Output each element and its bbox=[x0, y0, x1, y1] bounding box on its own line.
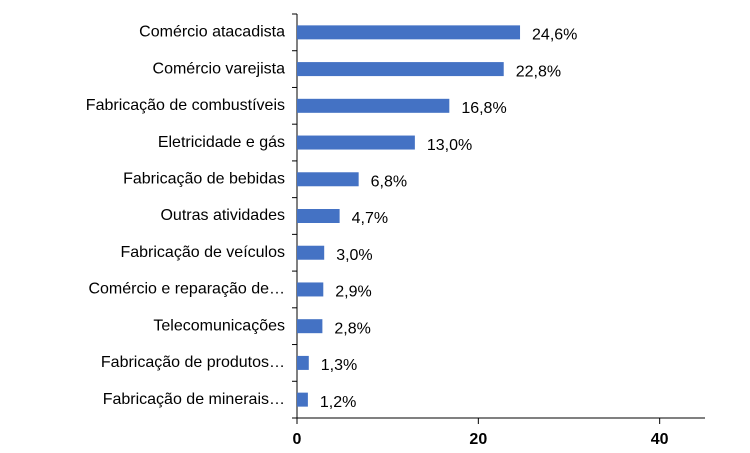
value-label: 4,7% bbox=[352, 210, 388, 227]
x-tick-label: 40 bbox=[651, 431, 669, 448]
value-label: 2,9% bbox=[335, 284, 371, 301]
x-tick-label: 20 bbox=[469, 431, 487, 448]
bar bbox=[297, 282, 324, 297]
value-label: 2,8% bbox=[334, 320, 370, 337]
value-label: 13,0% bbox=[427, 137, 472, 154]
y-tick-label: Comércio atacadista bbox=[139, 24, 285, 41]
bar bbox=[297, 319, 323, 334]
y-tick-label: Fabricação de minerais… bbox=[103, 391, 285, 408]
value-label: 16,8% bbox=[461, 100, 506, 117]
y-tick-label: Telecomunicações bbox=[153, 317, 285, 334]
bar bbox=[297, 25, 521, 40]
y-tick-label: Comércio e reparação de… bbox=[88, 281, 285, 298]
value-label: 3,0% bbox=[336, 247, 372, 264]
bar bbox=[297, 209, 340, 223]
y-tick-label: Eletricidade e gás bbox=[158, 134, 285, 151]
value-label: 1,3% bbox=[321, 357, 357, 374]
value-label: 1,2% bbox=[320, 394, 356, 411]
bar bbox=[297, 392, 308, 407]
bar bbox=[297, 245, 325, 260]
y-tick-label: Comércio varejista bbox=[153, 60, 286, 77]
bar bbox=[297, 98, 450, 113]
y-tick-label: Fabricação de bebidas bbox=[123, 170, 285, 187]
y-tick-label: Fabricação de produtos… bbox=[101, 354, 285, 371]
y-tick-label: Fabricação de combustíveis bbox=[86, 97, 285, 114]
y-tick-label: Fabricação de veículos bbox=[120, 244, 285, 261]
value-label: 6,8% bbox=[371, 173, 407, 190]
value-label: 22,8% bbox=[516, 63, 561, 80]
y-tick-label: Outras atividades bbox=[160, 207, 285, 224]
value-label: 24,6% bbox=[532, 27, 577, 44]
bar bbox=[297, 172, 359, 187]
bar bbox=[297, 135, 415, 150]
x-tick-label: 0 bbox=[293, 431, 302, 448]
bar bbox=[297, 355, 309, 370]
bar bbox=[297, 62, 504, 77]
